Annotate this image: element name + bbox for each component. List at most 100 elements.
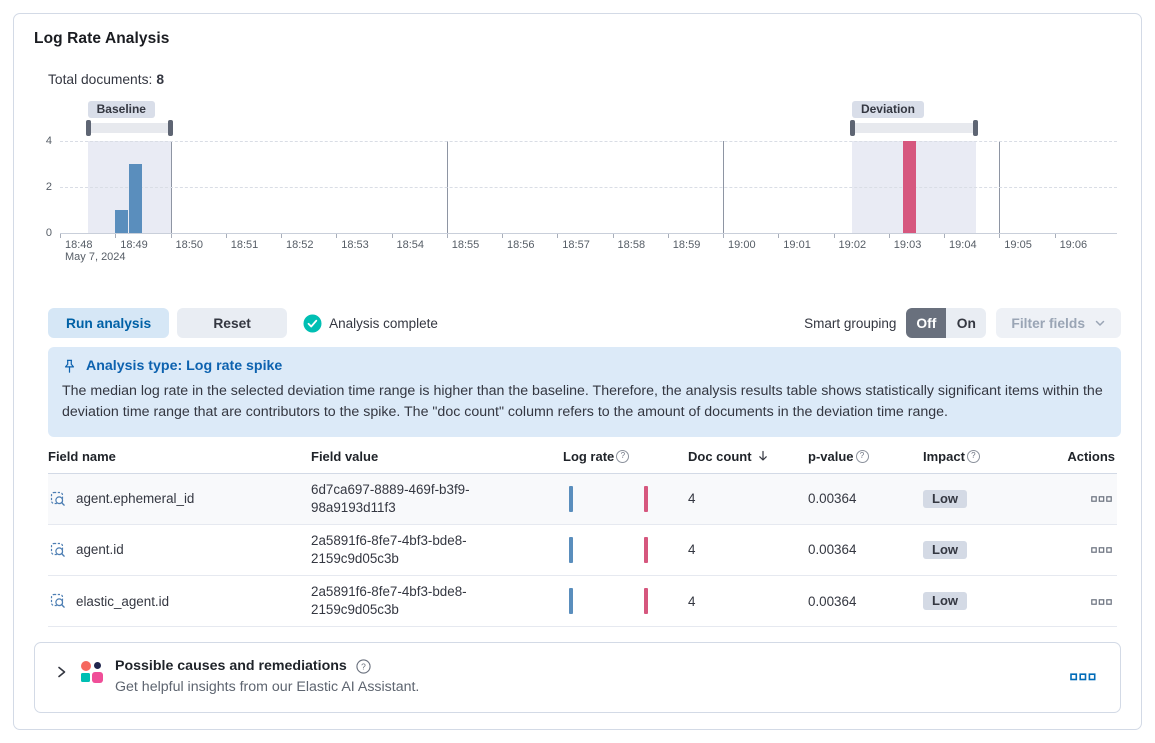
smart-grouping-toggle: Off On	[906, 308, 987, 338]
possible-causes-title: Possible causes and remediations	[115, 658, 347, 675]
expand-accordion-button[interactable]	[53, 662, 69, 682]
chart-bars	[60, 141, 1117, 233]
info-icon: ?	[616, 450, 630, 464]
header-field-value[interactable]: Field value	[311, 446, 563, 474]
run-analysis-button[interactable]: Run analysis	[48, 308, 170, 338]
tick-mark	[1054, 234, 1056, 238]
deviation-brush[interactable]	[849, 120, 979, 136]
p-value: 0.00364	[808, 473, 923, 525]
deviation-documents-bar	[902, 141, 916, 233]
chart-plot-area[interactable]: 4 2 0	[46, 135, 1117, 239]
callout-body: The median log rate in the selected devi…	[62, 383, 1103, 421]
field-name-value: agent.ephemeral_id	[76, 491, 195, 507]
possible-causes-subtitle: Get helpful insights from our Elastic AI…	[115, 679, 420, 696]
filter-field-icon[interactable]	[48, 489, 68, 509]
row-actions-icon[interactable]	[1089, 493, 1115, 505]
x-axis-label: 18:49	[120, 239, 148, 251]
baseline-mini-bar	[569, 588, 573, 615]
smart-grouping-on-button[interactable]: On	[946, 308, 987, 338]
baseline-documents-bar	[115, 210, 129, 233]
x-axis-label: 18:55	[451, 239, 480, 251]
tick-mark	[778, 234, 780, 238]
tick-mark	[281, 234, 282, 238]
baseline-mini-bar	[569, 485, 573, 512]
field-value: 6d7ca697-8889-469f-b3f9-98a9193d11f3	[311, 481, 470, 515]
svg-text:?: ?	[361, 661, 366, 671]
header-doc-count[interactable]: Doc count	[688, 446, 808, 474]
baseline-badge: Baseline	[87, 101, 155, 118]
tick-mark	[999, 234, 1001, 238]
x-axis-label: 18:53	[341, 239, 369, 251]
panel-options-icon[interactable]	[1064, 671, 1102, 683]
reset-button[interactable]: Reset	[177, 308, 288, 338]
chevron-down-icon	[1094, 317, 1106, 329]
deviation-badge: Deviation	[851, 101, 924, 118]
table-row: agent.ephemeral_id 6d7ca697-8889-469f-b3f…	[48, 473, 1117, 525]
gridline-y4	[60, 141, 1117, 142]
info-icon: ?	[855, 450, 869, 464]
x-axis: 18:48 18:49 18:50 18:51 18:52 18:53 18:54 18:55…	[60, 234, 1117, 268]
field-name-value: agent.id	[76, 542, 124, 558]
chart-badge-row: Baseline Deviation	[60, 101, 1117, 119]
x-axis-label: 18:57	[562, 239, 590, 251]
x-axis-label: 19:01	[783, 239, 811, 251]
filter-fields-button[interactable]: Filter fields	[996, 308, 1121, 338]
total-documents-value: 8	[156, 72, 164, 87]
row-actions-icon[interactable]	[1089, 596, 1115, 608]
filter-field-icon[interactable]	[48, 591, 68, 611]
tick-mark	[446, 234, 448, 238]
y-axis-label: 2	[45, 181, 52, 193]
impact-badge: Low	[923, 540, 967, 559]
baseline-brush[interactable]	[85, 120, 173, 136]
analysis-status-label: Analysis complete	[329, 315, 438, 331]
x-axis-label: 18:52	[286, 239, 314, 251]
x-axis-label: 19:04	[949, 239, 977, 251]
x-axis-label: 18:50	[175, 239, 204, 251]
analysis-results-table: Field name Field value Log rate? Doc cou…	[48, 446, 1117, 628]
sort-descending-icon	[757, 450, 769, 465]
x-axis-label: 18:56	[507, 239, 535, 251]
analysis-type-callout: Analysis type: Log rate spike The median…	[48, 347, 1121, 437]
impact-badge: Low	[923, 489, 967, 508]
check-circle-icon	[303, 314, 322, 333]
tick-mark	[391, 234, 393, 238]
possible-causes-panel: Possible causes and remediations ? Get h…	[34, 642, 1121, 714]
document-count-chart: Baseline Deviation 4 2 0 18:48 18:49 18:50 1…	[46, 101, 1117, 268]
p-value: 0.00364	[808, 575, 923, 628]
impact-badge: Low	[923, 592, 967, 611]
deviation-mini-bar	[644, 588, 648, 615]
header-impact[interactable]: Impact?	[923, 446, 1036, 474]
pin-icon	[62, 359, 77, 374]
y-axis-label: 0	[45, 227, 52, 239]
header-log-rate[interactable]: Log rate?	[563, 446, 688, 474]
tick-mark	[667, 234, 669, 238]
header-actions: Actions	[1036, 446, 1117, 474]
baseline-mini-bar	[569, 536, 573, 563]
header-field-name[interactable]: Field name	[48, 446, 311, 474]
tick-mark	[502, 234, 504, 238]
baseline-documents-bar	[129, 164, 143, 233]
header-p-value[interactable]: p-value?	[808, 446, 923, 474]
tick-mark	[723, 234, 725, 238]
x-axis-label: 18:59	[672, 239, 701, 251]
x-axis-label: 19:00	[728, 239, 756, 251]
controls-row: Run analysis Reset Analysis complete Sma…	[48, 308, 1121, 338]
filter-field-icon[interactable]	[48, 540, 68, 560]
total-documents: Total documents: 8	[48, 72, 1121, 87]
tick-mark	[888, 234, 890, 238]
x-axis-label: 19:05	[1004, 239, 1032, 251]
row-actions-icon[interactable]	[1089, 544, 1115, 556]
x-axis-label: 18:48	[65, 239, 93, 251]
x-axis-date-label: May 7, 2024	[65, 251, 126, 263]
page-title: Log Rate Analysis	[34, 30, 170, 47]
log-rate-mini-chart	[563, 587, 655, 615]
x-axis-label: 18:58	[617, 239, 646, 251]
help-icon[interactable]: ?	[356, 659, 371, 674]
callout-title: Analysis type: Log rate spike	[86, 358, 283, 374]
x-axis-label: 19:06	[1059, 239, 1088, 251]
smart-grouping-off-button[interactable]: Off	[906, 308, 947, 338]
log-rate-mini-chart	[563, 485, 655, 513]
x-axis-label: 19:03	[893, 239, 922, 251]
elastic-ai-assistant-icon	[81, 661, 103, 684]
tick-mark	[225, 234, 227, 238]
